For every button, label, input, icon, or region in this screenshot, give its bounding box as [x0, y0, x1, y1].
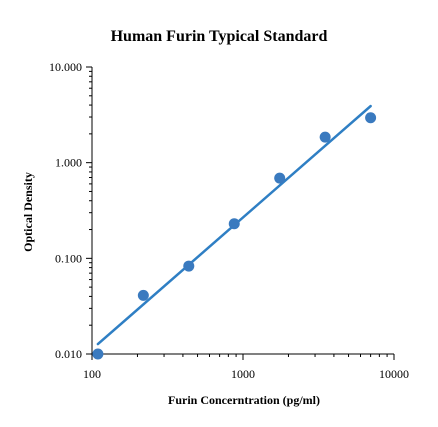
axes: 0.010 0.100 1.000 10.000 100 1000 10000 — [49, 60, 409, 381]
data-point — [183, 260, 195, 272]
data-point — [319, 131, 331, 143]
data-point — [274, 172, 286, 184]
data-points — [92, 112, 377, 360]
x-ticks: 100 1000 10000 — [83, 354, 409, 381]
data-point — [228, 218, 240, 230]
data-point — [92, 348, 104, 360]
chart-title: Human Furin Typical Standard — [111, 28, 328, 45]
y-tick-label: 0.010 — [55, 347, 82, 361]
data-point — [365, 112, 377, 124]
x-tick-label: 100 — [83, 367, 101, 381]
y-tick-label: 10.000 — [49, 60, 82, 74]
y-tick-label: 1.000 — [55, 156, 82, 170]
x-tick-label: 1000 — [231, 367, 255, 381]
data-point — [137, 289, 149, 301]
x-axis-label: Furin Concerntration (pg/ml) — [168, 393, 320, 407]
y-axis-label: Optical Density — [21, 172, 35, 252]
y-tick-label: 0.100 — [55, 251, 82, 265]
y-ticks: 0.010 0.100 1.000 10.000 — [49, 60, 92, 361]
x-tick-label: 10000 — [379, 367, 409, 381]
